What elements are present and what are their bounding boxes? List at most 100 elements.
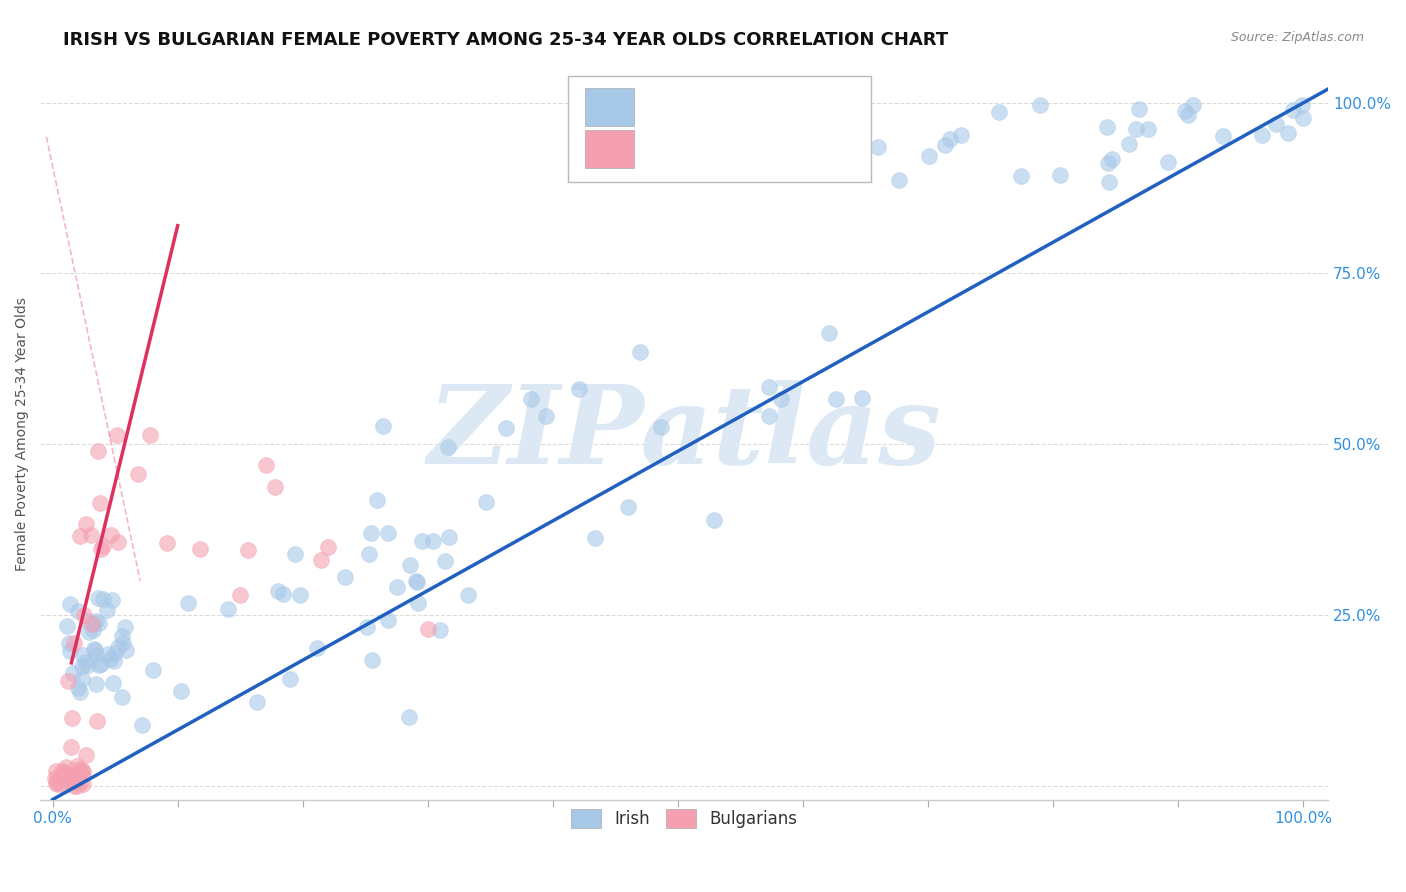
Point: [229, 588, 252, 602]
Text: R =: R =: [645, 140, 682, 158]
Point: [66, 779, 89, 793]
Point: [53, 764, 76, 779]
Legend: Irish, Bulgarians: Irish, Bulgarians: [564, 803, 804, 835]
Text: R =: R =: [645, 98, 682, 116]
Point: [356, 620, 378, 634]
Point: [70, 672, 93, 686]
Point: [82, 623, 104, 637]
Point: [69, 528, 91, 542]
Point: [949, 128, 972, 143]
Point: [988, 105, 1011, 120]
Point: [416, 622, 439, 636]
Point: [72, 607, 94, 622]
Point: [263, 480, 285, 494]
Point: [335, 570, 357, 584]
Point: [307, 640, 329, 655]
Point: [939, 132, 962, 146]
Point: [1212, 129, 1234, 144]
Point: [278, 672, 301, 686]
Point: [62, 779, 84, 793]
Point: [256, 458, 278, 473]
Text: IRISH VS BULGARIAN FEMALE POVERTY AMONG 25-34 YEAR OLDS CORRELATION CHART: IRISH VS BULGARIAN FEMALE POVERTY AMONG …: [63, 31, 949, 49]
Point: [51, 769, 73, 783]
Point: [217, 602, 239, 616]
Point: [131, 718, 153, 732]
Point: [851, 391, 873, 405]
Point: [817, 326, 839, 340]
Point: [1136, 121, 1159, 136]
Point: [758, 409, 780, 424]
Point: [377, 613, 399, 627]
Point: [366, 493, 388, 508]
Point: [628, 345, 651, 359]
Point: [115, 643, 138, 657]
Point: [72, 777, 94, 791]
Point: [1097, 120, 1119, 135]
Point: [824, 165, 846, 179]
Point: [246, 695, 269, 709]
Point: [534, 409, 557, 424]
Point: [1251, 128, 1274, 142]
Point: [96, 603, 118, 617]
Point: [75, 516, 97, 531]
Point: [1177, 108, 1199, 122]
Point: [918, 148, 941, 162]
Point: [75, 748, 97, 763]
Point: [100, 528, 122, 542]
Point: [67, 681, 90, 695]
Point: [813, 150, 835, 164]
Point: [1125, 121, 1147, 136]
Point: [439, 530, 461, 544]
Point: [112, 636, 135, 650]
Point: [70, 767, 93, 781]
Point: [616, 500, 638, 515]
Point: [406, 596, 429, 610]
Point: [457, 588, 479, 602]
Point: [77, 614, 100, 628]
Point: [139, 428, 162, 442]
Point: [98, 652, 121, 666]
Point: [72, 659, 94, 673]
Point: [127, 467, 149, 481]
Point: [51, 764, 73, 778]
Point: [1265, 117, 1288, 131]
Point: [769, 392, 792, 406]
Point: [405, 574, 427, 588]
Point: [839, 111, 862, 125]
Point: [170, 683, 193, 698]
Point: [44, 771, 66, 785]
Point: [583, 531, 606, 545]
Point: [55, 766, 77, 780]
Point: [107, 428, 129, 442]
Point: [86, 714, 108, 728]
Point: [520, 392, 543, 407]
Point: [80, 617, 103, 632]
Point: [361, 653, 384, 667]
Bar: [585, 88, 634, 127]
Point: [77, 658, 100, 673]
Point: [51, 777, 73, 791]
Point: [91, 539, 114, 553]
Point: [238, 543, 260, 558]
Point: [72, 765, 94, 780]
Point: [69, 684, 91, 698]
Point: [82, 617, 104, 632]
Point: [156, 536, 179, 550]
Point: [495, 421, 517, 435]
Point: [83, 641, 105, 656]
Point: [385, 580, 408, 594]
Point: [87, 616, 110, 631]
Point: [434, 554, 457, 568]
Point: [62, 773, 84, 788]
Point: [316, 540, 339, 554]
Point: [422, 534, 444, 549]
Point: [86, 614, 108, 628]
Point: [87, 443, 110, 458]
Point: [107, 534, 129, 549]
Point: [889, 172, 911, 186]
Point: [934, 138, 956, 153]
Point: [45, 764, 67, 779]
Point: [360, 525, 382, 540]
Point: [65, 773, 87, 788]
Point: [73, 655, 96, 669]
